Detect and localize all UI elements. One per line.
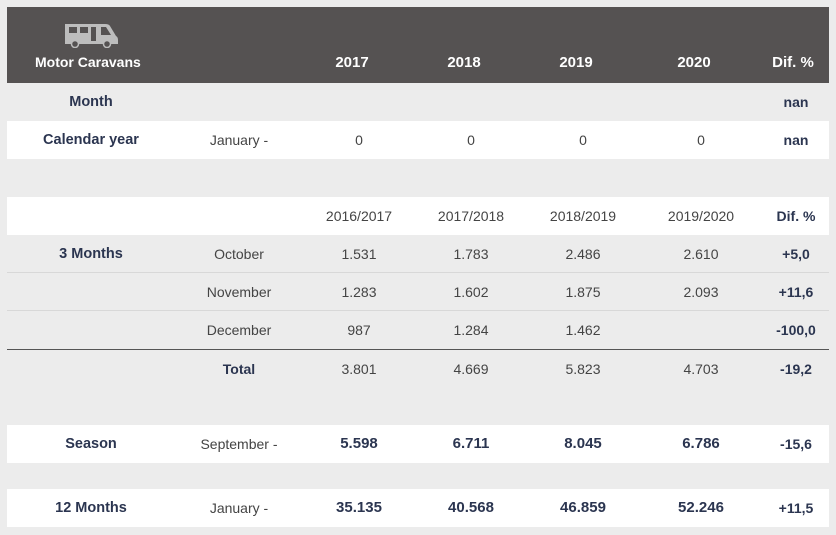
calendar-year-row: Calendar year January - 0 0 0 0 nan — [7, 121, 829, 159]
month-cell: January - — [209, 500, 269, 516]
col-header-2017: 2017 — [335, 54, 369, 71]
month-cell: November — [206, 284, 272, 300]
total-label: Total — [222, 361, 256, 377]
value-cell: 1.531 — [341, 246, 377, 262]
table-header: Motor Caravans 2017 2018 2019 2020 Dif. … — [7, 7, 829, 83]
value-cell: 52.246 — [678, 499, 724, 516]
value-cell: 4.669 — [453, 361, 489, 377]
value-cell: 46.859 — [560, 499, 606, 516]
dif-value: -19,2 — [780, 361, 812, 377]
value-cell: 1.284 — [453, 322, 489, 338]
col-header-dif: Dif. % — [776, 208, 816, 224]
row-label: Month — [69, 94, 113, 110]
dif-value: +11,6 — [778, 284, 814, 300]
value-cell: 1.462 — [565, 322, 601, 338]
month-cell: December — [206, 322, 272, 338]
value-cell: 2.486 — [565, 246, 601, 262]
month-cell: October — [214, 246, 264, 262]
value-cell: 0 — [467, 132, 475, 148]
table-row: November 1.283 1.602 1.875 2.093 +11,6 — [7, 273, 829, 311]
col-header-2016-2017: 2016/2017 — [325, 208, 393, 224]
value-cell: 0 — [697, 132, 705, 148]
dif-value: +11,5 — [778, 500, 814, 516]
value-cell: 0 — [579, 132, 587, 148]
value-cell: 4.703 — [683, 361, 719, 377]
value-cell: 1.875 — [565, 284, 601, 300]
dif-value: nan — [783, 132, 809, 148]
value-cell: 6.786 — [682, 435, 720, 452]
col-header-2019-2020: 2019/2020 — [667, 208, 735, 224]
month-row: Month nan — [7, 83, 829, 121]
value-cell: 40.568 — [448, 499, 494, 516]
row-label: 3 Months — [59, 246, 123, 262]
value-cell: 5.823 — [565, 361, 601, 377]
col-header-2017-2018: 2017/2018 — [437, 208, 505, 224]
value-cell — [639, 311, 763, 349]
value-cell: 987 — [347, 322, 371, 338]
value-cell: 1.602 — [453, 284, 489, 300]
table-row: December 987 1.284 1.462 -100,0 — [7, 311, 829, 349]
dif-value: -15,6 — [780, 436, 812, 452]
month-cell: September - — [200, 436, 278, 452]
table-row: 3 Months October 1.531 1.783 2.486 2.610… — [7, 235, 829, 273]
twelve-months-row: 12 Months January - 35.135 40.568 46.859… — [7, 489, 829, 527]
value-cell: 5.598 — [340, 435, 378, 452]
value-cell: 1.283 — [341, 284, 377, 300]
row-label: Season — [65, 436, 117, 452]
value-cell: 2.093 — [683, 284, 719, 300]
value-cell: 0 — [355, 132, 363, 148]
value-cell: 35.135 — [336, 499, 382, 516]
value-cell: 2.610 — [683, 246, 719, 262]
camper-van-icon — [65, 24, 118, 48]
row-label: Calendar year — [43, 132, 139, 148]
value-cell: 6.711 — [452, 435, 490, 452]
row-label: 12 Months — [55, 500, 127, 516]
season-row: Season September - 5.598 6.711 8.045 6.7… — [7, 425, 829, 463]
total-row: Total 3.801 4.669 5.823 4.703 -19,2 — [7, 350, 829, 388]
month-cell: January - — [209, 132, 269, 148]
value-cell: 1.783 — [453, 246, 489, 262]
col-header-2018-2019: 2018/2019 — [549, 208, 617, 224]
col-header-2018: 2018 — [447, 54, 481, 71]
dif-value: +5,0 — [782, 246, 810, 262]
total-divider — [7, 349, 829, 350]
col-header-dif: Dif. % — [772, 54, 814, 71]
col-header-2019: 2019 — [559, 54, 593, 71]
col-header-2020: 2020 — [677, 54, 711, 71]
dif-value: nan — [783, 94, 809, 110]
table-title: Motor Caravans — [35, 54, 141, 70]
dif-value: -100,0 — [776, 322, 816, 338]
season-header-row: 2016/2017 2017/2018 2018/2019 2019/2020 … — [7, 197, 829, 235]
value-cell: 8.045 — [564, 435, 602, 452]
value-cell: 3.801 — [341, 361, 377, 377]
